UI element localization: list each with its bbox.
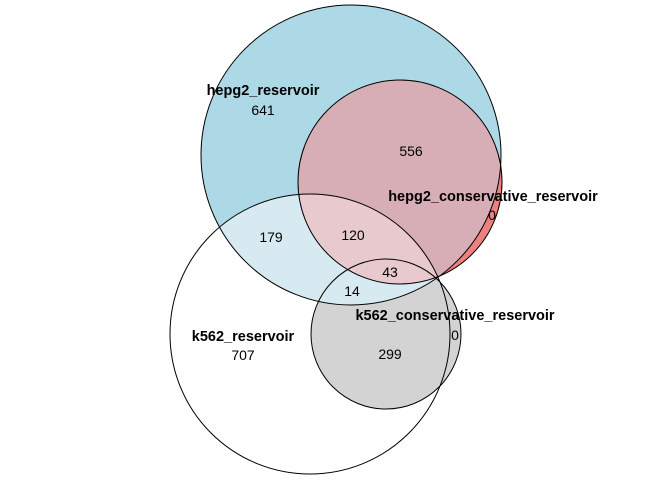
count-hepg2-hepg2cons-k562: 120 (341, 227, 365, 243)
label-k562-reservoir: k562_reservoir (192, 329, 295, 345)
outline-k562-reservoir (169, 193, 451, 475)
label-k562-conservative-reservoir: k562_conservative_reservoir (355, 308, 554, 324)
outline-hepg2-reservoir (200, 4, 502, 306)
count-k562-only: 707 (231, 347, 255, 363)
count-all-four: 43 (382, 264, 398, 280)
label-hepg2-reservoir: hepg2_reservoir (207, 83, 320, 99)
overlap-hepg2-hepg2cons-k562 (298, 194, 450, 284)
outline-k562-conservative-reservoir (310, 258, 462, 410)
count-hepg2cons-only: 0 (488, 207, 496, 223)
outline-hepg2-conservative-reservoir (297, 79, 503, 285)
count-hepg2-only: 641 (251, 102, 275, 118)
label-hepg2-conservative-reservoir: hepg2_conservative_reservoir (388, 189, 598, 205)
count-k562-and-k562cons: 299 (378, 346, 402, 362)
count-hepg2-and-hepg2cons: 556 (399, 143, 423, 159)
count-hepg2-k562-k562cons: 14 (344, 283, 360, 299)
count-hepg2-and-k562: 179 (259, 229, 283, 245)
count-k562cons-only: 0 (451, 327, 459, 343)
